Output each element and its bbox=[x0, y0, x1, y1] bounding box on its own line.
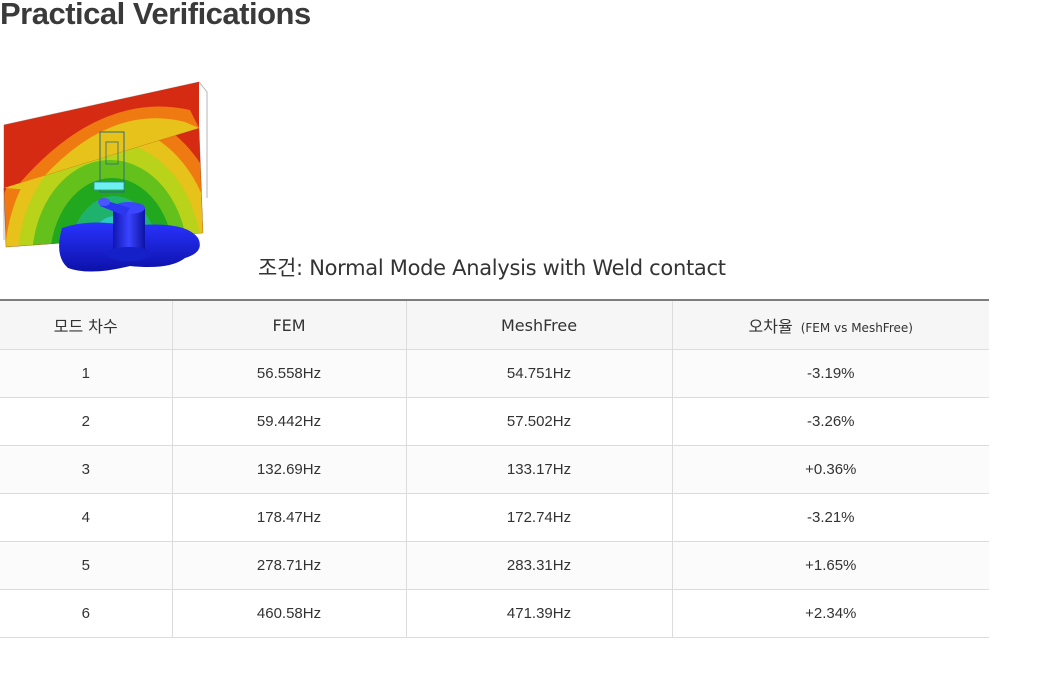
cell-meshfree: 283.31Hz bbox=[406, 541, 673, 590]
table-row: 2 59.442Hz 57.502Hz -3.26% bbox=[0, 397, 989, 446]
cell-meshfree: 54.751Hz bbox=[406, 349, 673, 398]
cell-fem: 59.442Hz bbox=[172, 397, 407, 446]
cell-mode: 4 bbox=[0, 493, 173, 542]
table-row: 3 132.69Hz 133.17Hz +0.36% bbox=[0, 445, 989, 494]
cell-error: -3.21% bbox=[672, 493, 989, 542]
table-header-row: 모드 차수 FEM MeshFree 오차율 (FEM vs MeshFree) bbox=[0, 300, 989, 350]
header-fem: FEM bbox=[172, 300, 407, 350]
table-row: 6 460.58Hz 471.39Hz +2.34% bbox=[0, 589, 989, 638]
cell-meshfree: 471.39Hz bbox=[406, 589, 673, 638]
cell-meshfree: 133.17Hz bbox=[406, 445, 673, 494]
cell-fem: 56.558Hz bbox=[172, 349, 407, 398]
cell-error: +1.65% bbox=[672, 541, 989, 590]
cell-mode: 2 bbox=[0, 397, 173, 446]
analysis-condition: 조건: Normal Mode Analysis with Weld conta… bbox=[258, 256, 726, 280]
cell-mode: 6 bbox=[0, 589, 173, 638]
header-mode: 모드 차수 bbox=[0, 300, 173, 350]
cell-error: -3.26% bbox=[672, 397, 989, 446]
cell-fem: 278.71Hz bbox=[172, 541, 407, 590]
cell-fem: 178.47Hz bbox=[172, 493, 407, 542]
cell-meshfree: 172.74Hz bbox=[406, 493, 673, 542]
table-row: 5 278.71Hz 283.31Hz +1.65% bbox=[0, 541, 989, 590]
cell-mode: 1 bbox=[0, 349, 173, 398]
cell-mode: 3 bbox=[0, 445, 173, 494]
page-title: Practical Verifications bbox=[0, 0, 311, 31]
cell-mode: 5 bbox=[0, 541, 173, 590]
cell-error: -3.19% bbox=[672, 349, 989, 398]
header-error-label: 오차율 bbox=[748, 317, 793, 336]
results-table: 모드 차수 FEM MeshFree 오차율 (FEM vs MeshFree) … bbox=[0, 299, 989, 638]
table-row: 1 56.558Hz 54.751Hz -3.19% bbox=[0, 349, 989, 398]
cell-meshfree: 57.502Hz bbox=[406, 397, 673, 446]
cell-fem: 132.69Hz bbox=[172, 445, 407, 494]
table-row: 4 178.47Hz 172.74Hz -3.21% bbox=[0, 493, 989, 542]
header-error-note: (FEM vs MeshFree) bbox=[800, 321, 913, 335]
cell-error: +2.34% bbox=[672, 589, 989, 638]
header-error: 오차율 (FEM vs MeshFree) bbox=[672, 300, 989, 350]
cell-fem: 460.58Hz bbox=[172, 589, 407, 638]
header-meshfree: MeshFree bbox=[406, 300, 673, 350]
cell-error: +0.36% bbox=[672, 445, 989, 494]
fem-contour-figure bbox=[3, 81, 208, 272]
